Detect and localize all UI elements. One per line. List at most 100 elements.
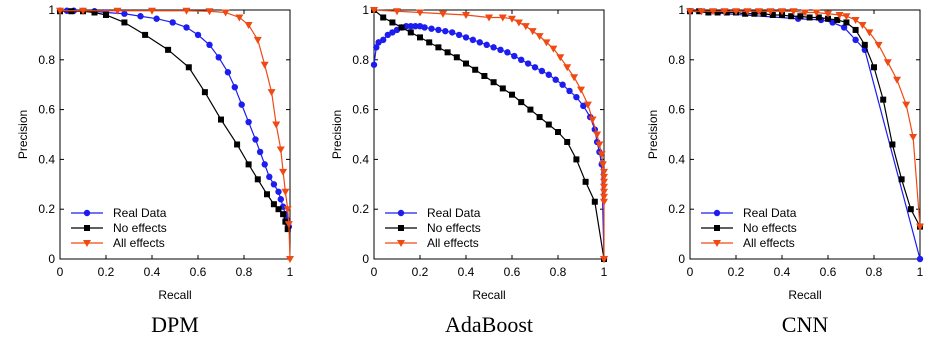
x-tick-label: 0.2 [98,265,115,279]
x-tick-label: 0.8 [866,265,883,279]
data-point-real-data [545,71,552,78]
data-point-no-effects [280,211,287,218]
data-point-no-effects [270,201,277,208]
legend-marker-all-effects [83,240,91,247]
plot-frame [373,9,605,260]
data-point-real-data [245,118,252,126]
data-point-no-effects [834,16,841,23]
legend-marker-real-data [713,209,721,217]
series-line-all-effects [373,9,605,259]
data-point-no-effects [889,141,896,148]
data-point-real-data [442,27,449,35]
x-tick-label: 1 [287,265,294,279]
data-point-no-effects [218,116,224,123]
data-point-no-effects [573,156,580,163]
y-tick-label: 0.8 [352,53,369,67]
x-axis-label: Recall [158,288,191,302]
data-point-no-effects [121,19,128,26]
data-point-real-data [224,69,232,76]
data-point-real-data [238,101,245,108]
data-point-no-effects [797,13,804,20]
data-point-real-data [231,83,238,91]
y-tick-label: 1 [678,3,685,17]
data-point-all-effects [556,54,565,62]
x-tick-label: 0.4 [774,265,791,279]
data-point-real-data [373,44,380,51]
data-point-no-effects [509,91,515,98]
legend-label-all-effects: All effects [113,236,165,250]
data-point-no-effects [742,10,749,17]
data-point-real-data [266,173,273,181]
legend-marker-real-data [397,209,405,217]
data-point-all-effects [56,7,64,15]
data-point-all-effects [883,59,892,67]
data-point-real-data [380,36,387,44]
y-tick-label: 0.4 [668,152,685,166]
data-point-all-effects [778,8,786,16]
data-point-no-effects [444,49,451,56]
data-point-real-data [370,61,378,68]
data-point-no-effects [555,129,561,136]
y-axis-label: Precision [646,110,660,159]
data-point-no-effects [264,191,270,198]
data-point-no-effects [582,178,589,185]
data-point-real-data [504,49,511,56]
data-point-all-effects [549,45,558,53]
data-point-all-effects [812,9,821,17]
data-point-all-effects [148,7,156,15]
data-point-all-effects [267,89,276,97]
data-point-no-effects [564,138,571,145]
y-tick-label: 0.2 [38,202,55,216]
x-tick-label: 1 [601,265,608,279]
y-tick-label: 0.2 [352,202,369,216]
y-tick-label: 0.8 [38,53,55,67]
data-point-real-data [153,15,160,22]
data-point-no-effects [815,14,822,21]
data-point-all-effects [709,8,717,16]
data-point-real-data [511,52,518,60]
data-point-all-effects [858,21,867,29]
data-point-all-effects [600,173,608,181]
y-tick-label: 0.6 [352,103,369,117]
data-point-all-effects [235,14,244,22]
data-point-no-effects [284,226,291,233]
data-point-all-effects [600,198,608,206]
data-point-real-data [194,31,202,39]
data-point-real-data [497,46,504,54]
legend-marker-all-effects [397,240,405,247]
data-point-no-effects [705,9,712,16]
data-point-real-data [559,81,566,88]
data-point-no-effects [591,198,598,205]
data-point-real-data [261,161,268,168]
data-point-all-effects [393,8,401,16]
data-point-all-effects [462,11,470,19]
data-point-real-data [840,24,848,31]
x-tick-label: 0.6 [820,265,837,279]
data-point-no-effects [806,14,813,21]
data-point-real-data [137,13,144,20]
data-point-all-effects [686,8,694,16]
data-point-all-effects [902,101,911,109]
x-tick-label: 0 [687,265,694,279]
data-point-all-effects [842,13,851,21]
chart-panel-adaboost: 0 0.2 0.4 0.6 0.8 1 0 0.2 0.4 0.6 0.8 1 Recall Precis… [330,3,608,302]
y-tick-label: 1 [362,3,369,17]
x-tick-label: 0.8 [236,265,253,279]
data-point-real-data [531,64,539,71]
data-point-real-data [256,148,264,156]
data-point-all-effects [801,9,809,17]
data-point-real-data [435,26,442,34]
data-point-all-effects [416,9,424,17]
data-point-all-effects [598,161,607,169]
data-point-all-effects [600,168,608,176]
data-point-no-effects [825,15,831,22]
series-line-all-effects [690,10,921,227]
series-line-no-effects [373,9,605,260]
data-point-real-data [916,255,924,263]
x-tick-label: 0.6 [504,265,521,279]
data-point-all-effects [439,10,447,18]
data-point-no-effects [907,206,914,213]
data-point-real-data [183,24,190,31]
data-point-no-effects [435,44,442,51]
data-point-no-effects [234,141,241,148]
